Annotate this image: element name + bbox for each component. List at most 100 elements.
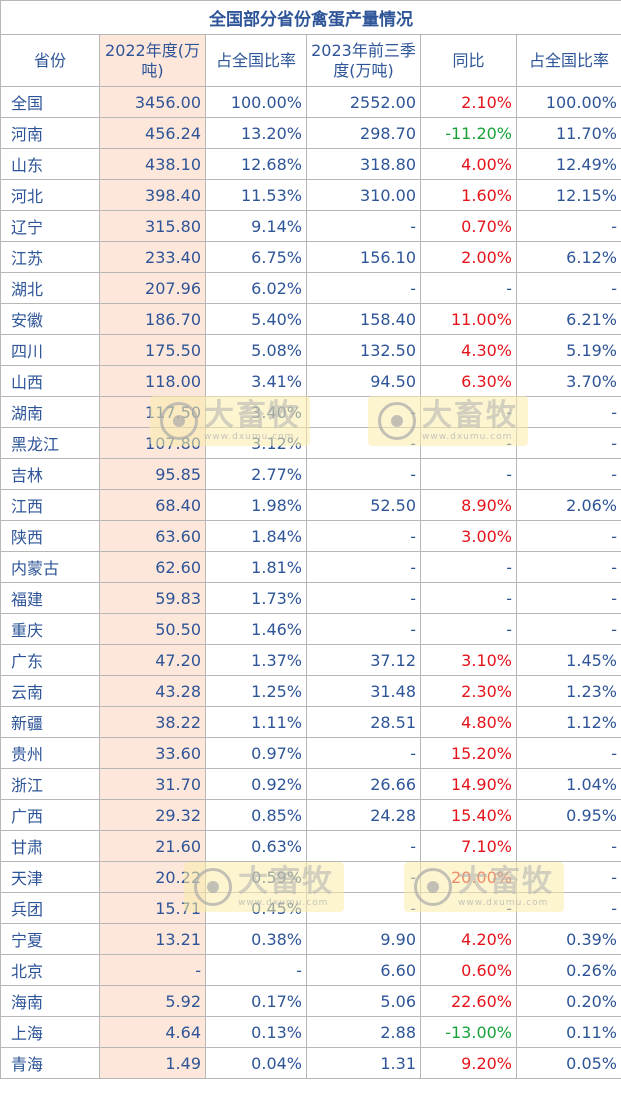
cell-province: 黑龙江 — [0, 427, 100, 459]
cell-yoy: 2.00% — [420, 241, 517, 273]
cell-2023-q3-output: 31.48 — [306, 675, 421, 707]
cell-province: 湖南 — [0, 396, 100, 428]
cell-2023-q3-output: 6.60 — [306, 954, 421, 986]
table-row: 河南 456.24 13.20% 298.70 -11.20% 11.70% — [0, 117, 621, 149]
cell-province: 全国 — [0, 86, 100, 118]
cell-yoy: 6.30% — [420, 365, 517, 397]
cell-2022-output: 68.40 — [99, 489, 206, 521]
cell-2023-q3-output: 158.40 — [306, 303, 421, 335]
cell-2023-share: 6.21% — [516, 303, 621, 335]
cell-province: 宁夏 — [0, 923, 100, 955]
cell-2022-output: 38.22 — [99, 706, 206, 738]
cell-2023-q3-output: - — [306, 582, 421, 614]
table-row: 江西 68.40 1.98% 52.50 8.90% 2.06% — [0, 489, 621, 521]
cell-2022-share: 0.17% — [205, 985, 307, 1017]
cell-yoy: 8.90% — [420, 489, 517, 521]
cell-province: 上海 — [0, 1016, 100, 1048]
cell-2022-share: 0.59% — [205, 861, 307, 893]
cell-2022-share: 6.02% — [205, 272, 307, 304]
cell-2022-output: 31.70 — [99, 768, 206, 800]
cell-province: 河北 — [0, 179, 100, 211]
cell-2023-q3-output: - — [306, 613, 421, 645]
cell-2023-q3-output: 24.28 — [306, 799, 421, 831]
cell-province: 青海 — [0, 1047, 100, 1079]
cell-2022-output: 59.83 — [99, 582, 206, 614]
cell-yoy: 0.70% — [420, 210, 517, 242]
cell-province: 四川 — [0, 334, 100, 366]
cell-2023-q3-output: 94.50 — [306, 365, 421, 397]
cell-2022-share: 6.75% — [205, 241, 307, 273]
cell-2022-output: 47.20 — [99, 644, 206, 676]
table-row: 青海 1.49 0.04% 1.31 9.20% 0.05% — [0, 1047, 621, 1079]
cell-2022-output: 29.32 — [99, 799, 206, 831]
cell-2022-output: 62.60 — [99, 551, 206, 583]
cell-yoy: 11.00% — [420, 303, 517, 335]
cell-2022-output: 438.10 — [99, 148, 206, 180]
table-row: 安徽 186.70 5.40% 158.40 11.00% 6.21% — [0, 303, 621, 335]
cell-2022-share: 2.77% — [205, 458, 307, 490]
cell-2023-q3-output: - — [306, 830, 421, 862]
table-row: 北京 - -6.60 0.60% 0.26% — [0, 954, 621, 986]
cell-yoy: 3.10% — [420, 644, 517, 676]
cell-2022-share: 100.00% — [205, 86, 307, 118]
cell-yoy: 2.10% — [420, 86, 517, 118]
cell-2022-share: 0.38% — [205, 923, 307, 955]
table-row: 新疆 38.22 1.11% 28.51 4.80% 1.12% — [0, 706, 621, 738]
cell-2022-share: 3.41% — [205, 365, 307, 397]
cell-province: 甘肃 — [0, 830, 100, 862]
cell-2022-output: 456.24 — [99, 117, 206, 149]
cell-2023-share: 0.39% — [516, 923, 621, 955]
cell-2022-share: 0.45% — [205, 892, 307, 924]
cell-2022-output: 21.60 — [99, 830, 206, 862]
cell-2022-output: 95.85 — [99, 458, 206, 490]
cell-2022-share: 1.84% — [205, 520, 307, 552]
cell-2023-share: 5.19% — [516, 334, 621, 366]
cell-2023-share: - — [516, 458, 621, 490]
cell-2023-share: 0.11% — [516, 1016, 621, 1048]
cell-2023-q3-output: 2.88 — [306, 1016, 421, 1048]
cell-2023-share: 0.26% — [516, 954, 621, 986]
cell-yoy: 3.00% — [420, 520, 517, 552]
cell-yoy: 4.80% — [420, 706, 517, 738]
cell-2022-output: 4.64 — [99, 1016, 206, 1048]
cell-2023-share: - — [516, 520, 621, 552]
cell-2022-share: 5.08% — [205, 334, 307, 366]
table-row: 云南 43.28 1.25% 31.48 2.30% 1.23% — [0, 675, 621, 707]
table-row: 辽宁 315.80 9.14% -0.70% - — [0, 210, 621, 242]
cell-2022-share: 0.85% — [205, 799, 307, 831]
cell-yoy: 4.20% — [420, 923, 517, 955]
cell-yoy: - — [420, 582, 517, 614]
cell-2023-share: - — [516, 892, 621, 924]
cell-2022-output: 118.00 — [99, 365, 206, 397]
table-row: 湖南 117.50 3.40% - - - — [0, 396, 621, 428]
cell-yoy: 4.30% — [420, 334, 517, 366]
header-yoy: 同比 — [420, 34, 517, 87]
cell-province: 广西 — [0, 799, 100, 831]
cell-2022-output: 315.80 — [99, 210, 206, 242]
cell-2022-share: - — [205, 954, 307, 986]
cell-2023-q3-output: - — [306, 861, 421, 893]
cell-province: 安徽 — [0, 303, 100, 335]
cell-yoy: - — [420, 396, 517, 428]
cell-province: 湖北 — [0, 272, 100, 304]
cell-2023-share: 1.04% — [516, 768, 621, 800]
cell-2023-share: 11.70% — [516, 117, 621, 149]
cell-2023-share: - — [516, 272, 621, 304]
cell-yoy: -11.20% — [420, 117, 517, 149]
cell-yoy: - — [420, 272, 517, 304]
cell-2022-output: 233.40 — [99, 241, 206, 273]
cell-2022-output: 15.71 — [99, 892, 206, 924]
cell-2023-share: - — [516, 613, 621, 645]
cell-2023-share: 1.12% — [516, 706, 621, 738]
cell-2022-share: 0.63% — [205, 830, 307, 862]
cell-2022-output: 13.21 — [99, 923, 206, 955]
header-2023-q3-output: 2023年前三季度(万吨) — [306, 34, 421, 87]
cell-yoy: 22.60% — [420, 985, 517, 1017]
cell-2022-share: 1.37% — [205, 644, 307, 676]
cell-2023-q3-output: - — [306, 210, 421, 242]
cell-2023-share: - — [516, 582, 621, 614]
cell-yoy: 15.20% — [420, 737, 517, 769]
cell-province: 福建 — [0, 582, 100, 614]
cell-yoy: 4.00% — [420, 148, 517, 180]
cell-2022-share: 1.81% — [205, 551, 307, 583]
